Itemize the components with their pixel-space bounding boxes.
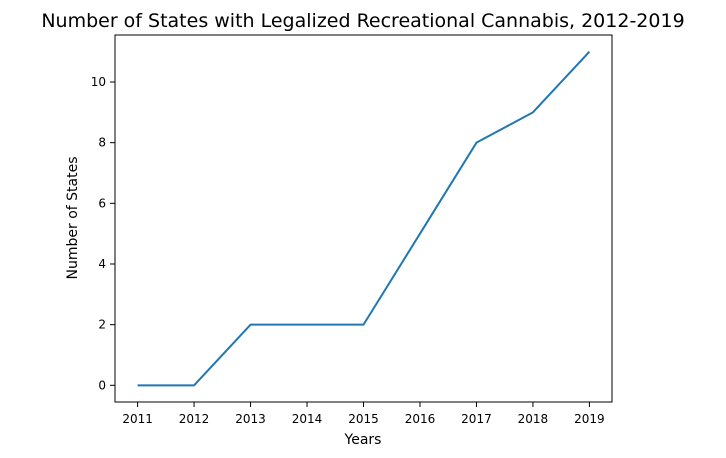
y-tick-label: 10 [91, 75, 106, 89]
y-tick-label: 6 [98, 196, 106, 210]
x-tick-label: 2019 [574, 412, 605, 426]
plot-area [114, 34, 613, 403]
y-tick-label: 8 [98, 136, 106, 150]
x-tick-label: 2016 [405, 412, 436, 426]
y-axis-label: Number of States [65, 157, 81, 280]
x-tick-label: 2013 [235, 412, 266, 426]
x-tick-label: 2015 [348, 412, 379, 426]
series-line [137, 50, 591, 387]
chart-title: Number of States with Legalized Recreati… [41, 10, 684, 32]
y-tick-label: 4 [98, 257, 106, 271]
x-tick-label: 2018 [518, 412, 549, 426]
y-tick-label: 0 [98, 378, 106, 392]
series-layer [137, 50, 591, 387]
x-tick-label: 2014 [292, 412, 323, 426]
x-axis-label: Years [344, 432, 382, 448]
x-tick-label: 2017 [461, 412, 492, 426]
x-axis: 2011 2012 2013 2014 2015 2016 2017 2018 2019 [122, 402, 605, 426]
y-tick-label: 2 [98, 318, 106, 332]
x-tick-label: 2012 [179, 412, 210, 426]
y-axis: 0 2 4 6 8 10 [91, 75, 115, 392]
x-tick-label: 2011 [122, 412, 153, 426]
